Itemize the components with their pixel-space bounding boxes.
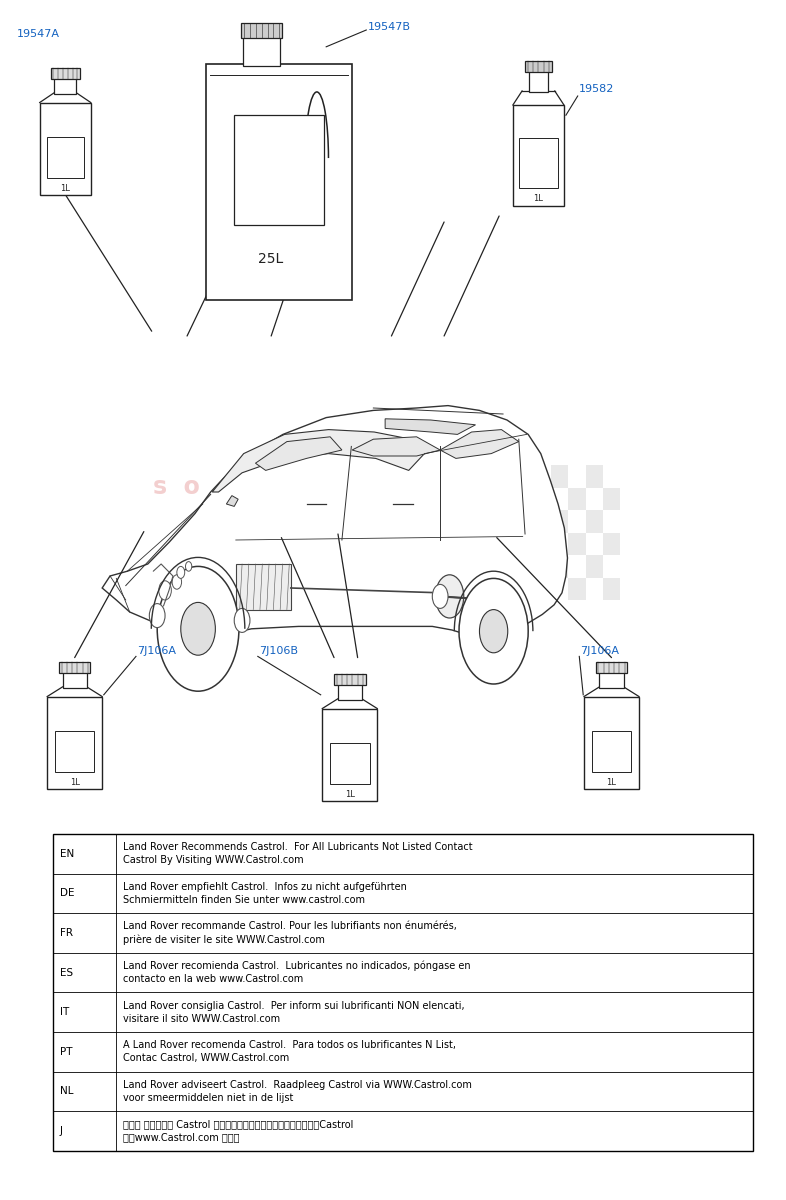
- Bar: [499, 533, 516, 556]
- Bar: [47, 696, 102, 790]
- Bar: [236, 564, 291, 610]
- Polygon shape: [102, 406, 567, 638]
- Text: 19547B: 19547B: [368, 22, 411, 31]
- Bar: [603, 577, 620, 600]
- Bar: [520, 138, 557, 187]
- Bar: [534, 487, 551, 510]
- Bar: [59, 661, 90, 673]
- Text: s  o  o  r  i  d: s o o r i d: [153, 475, 318, 499]
- Bar: [586, 510, 603, 533]
- Text: ランド ローバーは Castrol を推奨。リスト外の潤滑剤については、Castrol
社：www.Castrol.com まで。: ランド ローバーは Castrol を推奨。リスト外の潤滑剤については、Cast…: [123, 1120, 354, 1142]
- Bar: [338, 684, 362, 700]
- Polygon shape: [255, 437, 342, 470]
- Text: Land Rover recommande Castrol. Pour les lubrifiants non énumérés,
prière de visi: Land Rover recommande Castrol. Pour les …: [123, 922, 457, 944]
- Polygon shape: [352, 437, 440, 456]
- Circle shape: [159, 581, 171, 600]
- Text: 1L: 1L: [70, 778, 79, 787]
- Text: 7J106A: 7J106A: [580, 646, 619, 655]
- Bar: [568, 577, 586, 600]
- Text: Land Rover recomienda Castrol.  Lubricantes no indicados, póngase en
contacto en: Land Rover recomienda Castrol. Lubricant…: [123, 961, 471, 984]
- Text: Land Rover Recommends Castrol.  For All Lubricants Not Listed Contact
Castrol By: Land Rover Recommends Castrol. For All L…: [123, 842, 473, 865]
- Text: 1L: 1L: [534, 194, 543, 203]
- Circle shape: [172, 575, 182, 589]
- Polygon shape: [440, 430, 519, 458]
- Bar: [586, 556, 603, 577]
- Circle shape: [185, 562, 192, 571]
- Bar: [516, 556, 534, 577]
- Text: J: J: [60, 1126, 63, 1136]
- Circle shape: [234, 608, 250, 632]
- Bar: [234, 115, 324, 224]
- Bar: [513, 104, 564, 206]
- Bar: [516, 510, 534, 533]
- Bar: [551, 556, 568, 577]
- Text: Land Rover adviseert Castrol.  Raadpleeg Castrol via WWW.Castrol.com
voor smeerm: Land Rover adviseert Castrol. Raadpleeg …: [123, 1080, 472, 1103]
- Bar: [241, 23, 282, 38]
- Bar: [330, 743, 369, 785]
- Text: 19582: 19582: [579, 84, 615, 94]
- Circle shape: [177, 566, 185, 578]
- Bar: [529, 71, 548, 92]
- Bar: [534, 577, 551, 600]
- Bar: [322, 708, 377, 802]
- Bar: [499, 487, 516, 510]
- Bar: [55, 731, 94, 773]
- Text: c  a  r  p  a  r  t  s: c a r p a r t s: [221, 506, 353, 521]
- Circle shape: [435, 575, 464, 618]
- Circle shape: [157, 566, 239, 691]
- Text: IT: IT: [60, 1007, 69, 1018]
- Bar: [568, 533, 586, 556]
- Text: 1L: 1L: [61, 184, 70, 192]
- Bar: [54, 78, 76, 94]
- Circle shape: [181, 602, 215, 655]
- Bar: [47, 137, 83, 179]
- Text: NL: NL: [60, 1086, 73, 1097]
- Bar: [584, 696, 639, 790]
- Bar: [53, 834, 753, 1151]
- Bar: [603, 487, 620, 510]
- Polygon shape: [385, 419, 476, 434]
- Circle shape: [479, 610, 508, 653]
- Text: FR: FR: [60, 928, 73, 938]
- Bar: [499, 577, 516, 600]
- Bar: [516, 466, 534, 487]
- Bar: [63, 672, 86, 688]
- Text: 7J106B: 7J106B: [259, 646, 299, 655]
- Text: 1L: 1L: [345, 790, 354, 799]
- Bar: [568, 487, 586, 510]
- Bar: [551, 466, 568, 487]
- Text: Land Rover consiglia Castrol.  Per inform sui lubrificanti NON elencati,
visitar: Land Rover consiglia Castrol. Per inform…: [123, 1001, 465, 1024]
- Bar: [243, 37, 281, 66]
- Text: PT: PT: [60, 1046, 72, 1057]
- Text: 7J106A: 7J106A: [138, 646, 177, 655]
- Bar: [603, 533, 620, 556]
- Text: A Land Rover recomenda Castrol.  Para todos os lubrificantes N List,
Contac Cast: A Land Rover recomenda Castrol. Para tod…: [123, 1040, 457, 1063]
- Bar: [596, 661, 627, 673]
- Text: 1L: 1L: [607, 778, 616, 787]
- Bar: [551, 510, 568, 533]
- Bar: [50, 67, 80, 79]
- Text: DE: DE: [60, 888, 74, 899]
- Bar: [534, 533, 551, 556]
- Bar: [206, 64, 351, 300]
- Polygon shape: [226, 496, 238, 506]
- Bar: [525, 60, 552, 72]
- Circle shape: [149, 604, 165, 628]
- Text: ES: ES: [60, 967, 73, 978]
- Circle shape: [432, 584, 448, 608]
- Circle shape: [459, 578, 528, 684]
- Polygon shape: [212, 430, 424, 492]
- Bar: [334, 673, 365, 685]
- Text: 19547A: 19547A: [17, 29, 61, 38]
- Text: Land Rover empfiehlt Castrol.  Infos zu nicht aufgeführten
Schmiermitteln finden: Land Rover empfiehlt Castrol. Infos zu n…: [123, 882, 407, 905]
- Bar: [592, 731, 631, 773]
- Bar: [600, 672, 623, 688]
- Text: 25L: 25L: [258, 252, 283, 266]
- Bar: [40, 102, 91, 194]
- Text: EN: EN: [60, 848, 74, 859]
- Bar: [586, 466, 603, 487]
